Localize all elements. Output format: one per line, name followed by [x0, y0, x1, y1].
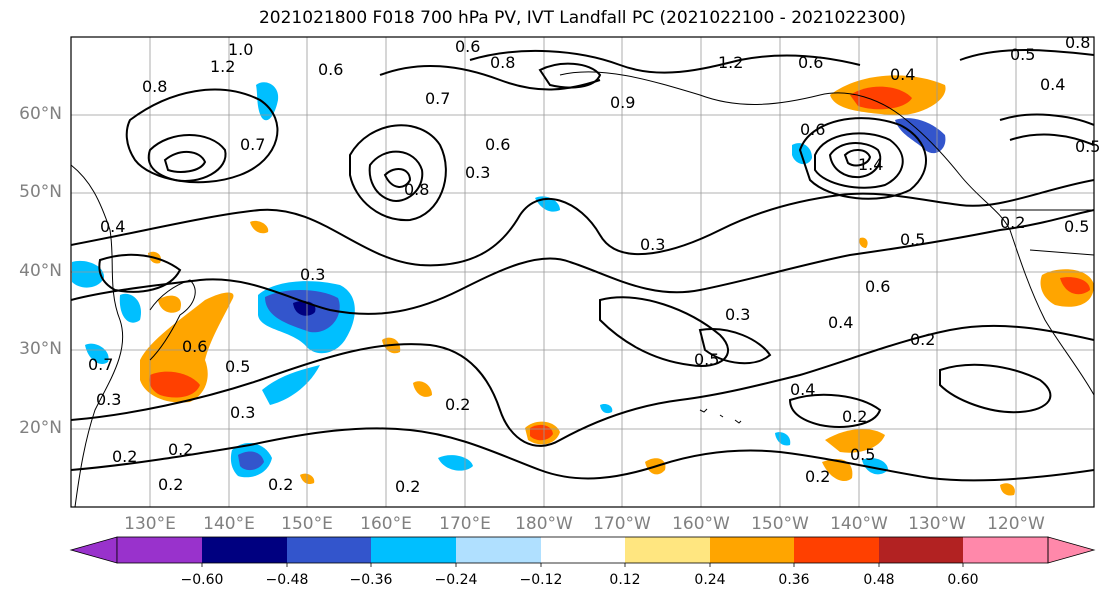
contour-label: 0.4	[828, 313, 853, 332]
contour-label: 0.6	[485, 135, 510, 154]
contour-label: 0.6	[800, 120, 825, 139]
colorbar-tick-label: −0.36	[349, 572, 393, 588]
colorbar-bin	[287, 537, 371, 563]
contour-label: 0.4	[790, 380, 815, 399]
chart-title: 2021021800 F018 700 hPa PV, IVT Landfall…	[258, 8, 906, 28]
contour-label: 1.4	[858, 155, 883, 174]
contour-label: 0.6	[182, 337, 207, 356]
colorbar-bin	[202, 537, 287, 563]
contour-label: 0.8	[490, 53, 515, 72]
contour-label: 0.3	[725, 305, 750, 324]
colorbar	[69, 536, 1096, 567]
colorbar-bin	[456, 537, 541, 563]
colorbar-tick-label: 0.12	[609, 572, 641, 588]
contour-label: 0.7	[425, 89, 450, 108]
contour-label: 0.2	[910, 330, 935, 349]
shade-blue-alaska	[895, 118, 946, 154]
contour-label: 0.4	[1040, 75, 1065, 94]
colorbar-bin	[963, 537, 1048, 563]
contour-label: 0.2	[395, 477, 420, 496]
contour-label: 0.2	[1000, 213, 1025, 232]
contour-label: 0.3	[300, 265, 325, 284]
lon-label: 140°E	[203, 514, 255, 534]
contour-label: 0.6	[318, 60, 343, 79]
contour-label: 0.2	[842, 407, 867, 426]
lon-label: 140°W	[830, 514, 888, 534]
contour-label: 0.5	[1075, 137, 1100, 156]
lon-label: 120°W	[987, 514, 1045, 534]
graticule	[71, 37, 1094, 507]
lon-label: 180°W	[515, 514, 573, 534]
lat-label: 60°N	[19, 104, 62, 124]
colorbar-bin	[879, 537, 963, 563]
colorbar-tick-label: −0.12	[519, 572, 563, 588]
contour-labels: 0.6 1.0 0.8 1.2 0.8 0.6 0.7 0.5 1.2 0.6 …	[88, 33, 1100, 496]
contour-label: 0.2	[268, 475, 293, 494]
contour-label: 0.8	[1065, 33, 1090, 52]
colorbar-bin	[710, 537, 794, 563]
contour-label: 0.5	[225, 357, 250, 376]
contour-label: 0.2	[805, 467, 830, 486]
colorbar-tick-label: −0.48	[265, 572, 309, 588]
contour-label: 1.2	[718, 53, 743, 72]
colorbar-tick-label: 0.24	[694, 572, 726, 588]
contour-label: 1.0	[228, 40, 253, 59]
contour-label: 0.2	[445, 395, 470, 414]
coastlines	[71, 71, 1094, 507]
contour-label: 0.5	[694, 350, 719, 369]
shade-blue-patch	[258, 281, 355, 354]
contour-label: 0.3	[96, 390, 121, 409]
contour-label: 0.2	[158, 475, 183, 494]
shading-layer	[72, 75, 1094, 496]
contour-label: 0.6	[798, 53, 823, 72]
contour-label: 0.8	[142, 77, 167, 96]
shade-orange-patch	[140, 292, 234, 403]
contour-label: 1.2	[210, 57, 235, 76]
colorbar-tick-label: 0.48	[863, 572, 895, 588]
lon-label: 150°E	[281, 514, 333, 534]
lat-label: 30°N	[19, 339, 62, 359]
contour-label: 0.2	[112, 447, 137, 466]
colorbar-min-extend	[69, 536, 118, 564]
colorbar-bin	[625, 537, 710, 563]
contour-label: 0.3	[640, 235, 665, 254]
lon-label: 130°E	[124, 514, 176, 534]
lon-label: 170°E	[439, 514, 491, 534]
contour-label: 0.4	[890, 65, 915, 84]
lon-label: 160°E	[360, 514, 412, 534]
contour-layer	[71, 49, 1094, 482]
contour-label: 0.5	[1064, 217, 1089, 236]
contour-label: 0.2	[168, 440, 193, 459]
colorbar-tick-label: 0.36	[778, 572, 810, 588]
lat-label: 20°N	[19, 418, 62, 438]
colorbar-bin	[794, 537, 879, 563]
plot-frame	[70, 36, 1095, 508]
colorbar-tick-label: −0.24	[434, 572, 478, 588]
contour-label: 0.5	[1010, 45, 1035, 64]
colorbar-tick-label: −0.60	[180, 572, 224, 588]
contour-label: 0.5	[900, 230, 925, 249]
colorbar-bin	[371, 537, 456, 563]
contour-label: 0.5	[850, 445, 875, 464]
lon-label: 150°W	[751, 514, 809, 534]
lon-label: 170°W	[593, 514, 651, 534]
contour-label: 0.9	[610, 93, 635, 112]
lon-label: 130°W	[908, 514, 966, 534]
colorbar-max-extend	[1047, 536, 1096, 564]
lat-label: 40°N	[19, 261, 62, 281]
lon-label: 160°W	[672, 514, 730, 534]
contour-label: 0.4	[100, 217, 125, 236]
contour-label: 0.7	[240, 135, 265, 154]
contour-label: 0.3	[465, 163, 490, 182]
contour-label: 0.7	[88, 355, 113, 374]
contour-label: 0.3	[230, 403, 255, 422]
colorbar-tick-label: 0.60	[947, 572, 979, 588]
contour-label: 0.8	[404, 180, 429, 199]
contour-label: 0.6	[455, 37, 480, 56]
colorbar-bin	[541, 537, 625, 563]
colorbar-bin	[117, 537, 202, 563]
contour-label: 0.6	[865, 277, 890, 296]
lat-label: 50°N	[19, 182, 62, 202]
